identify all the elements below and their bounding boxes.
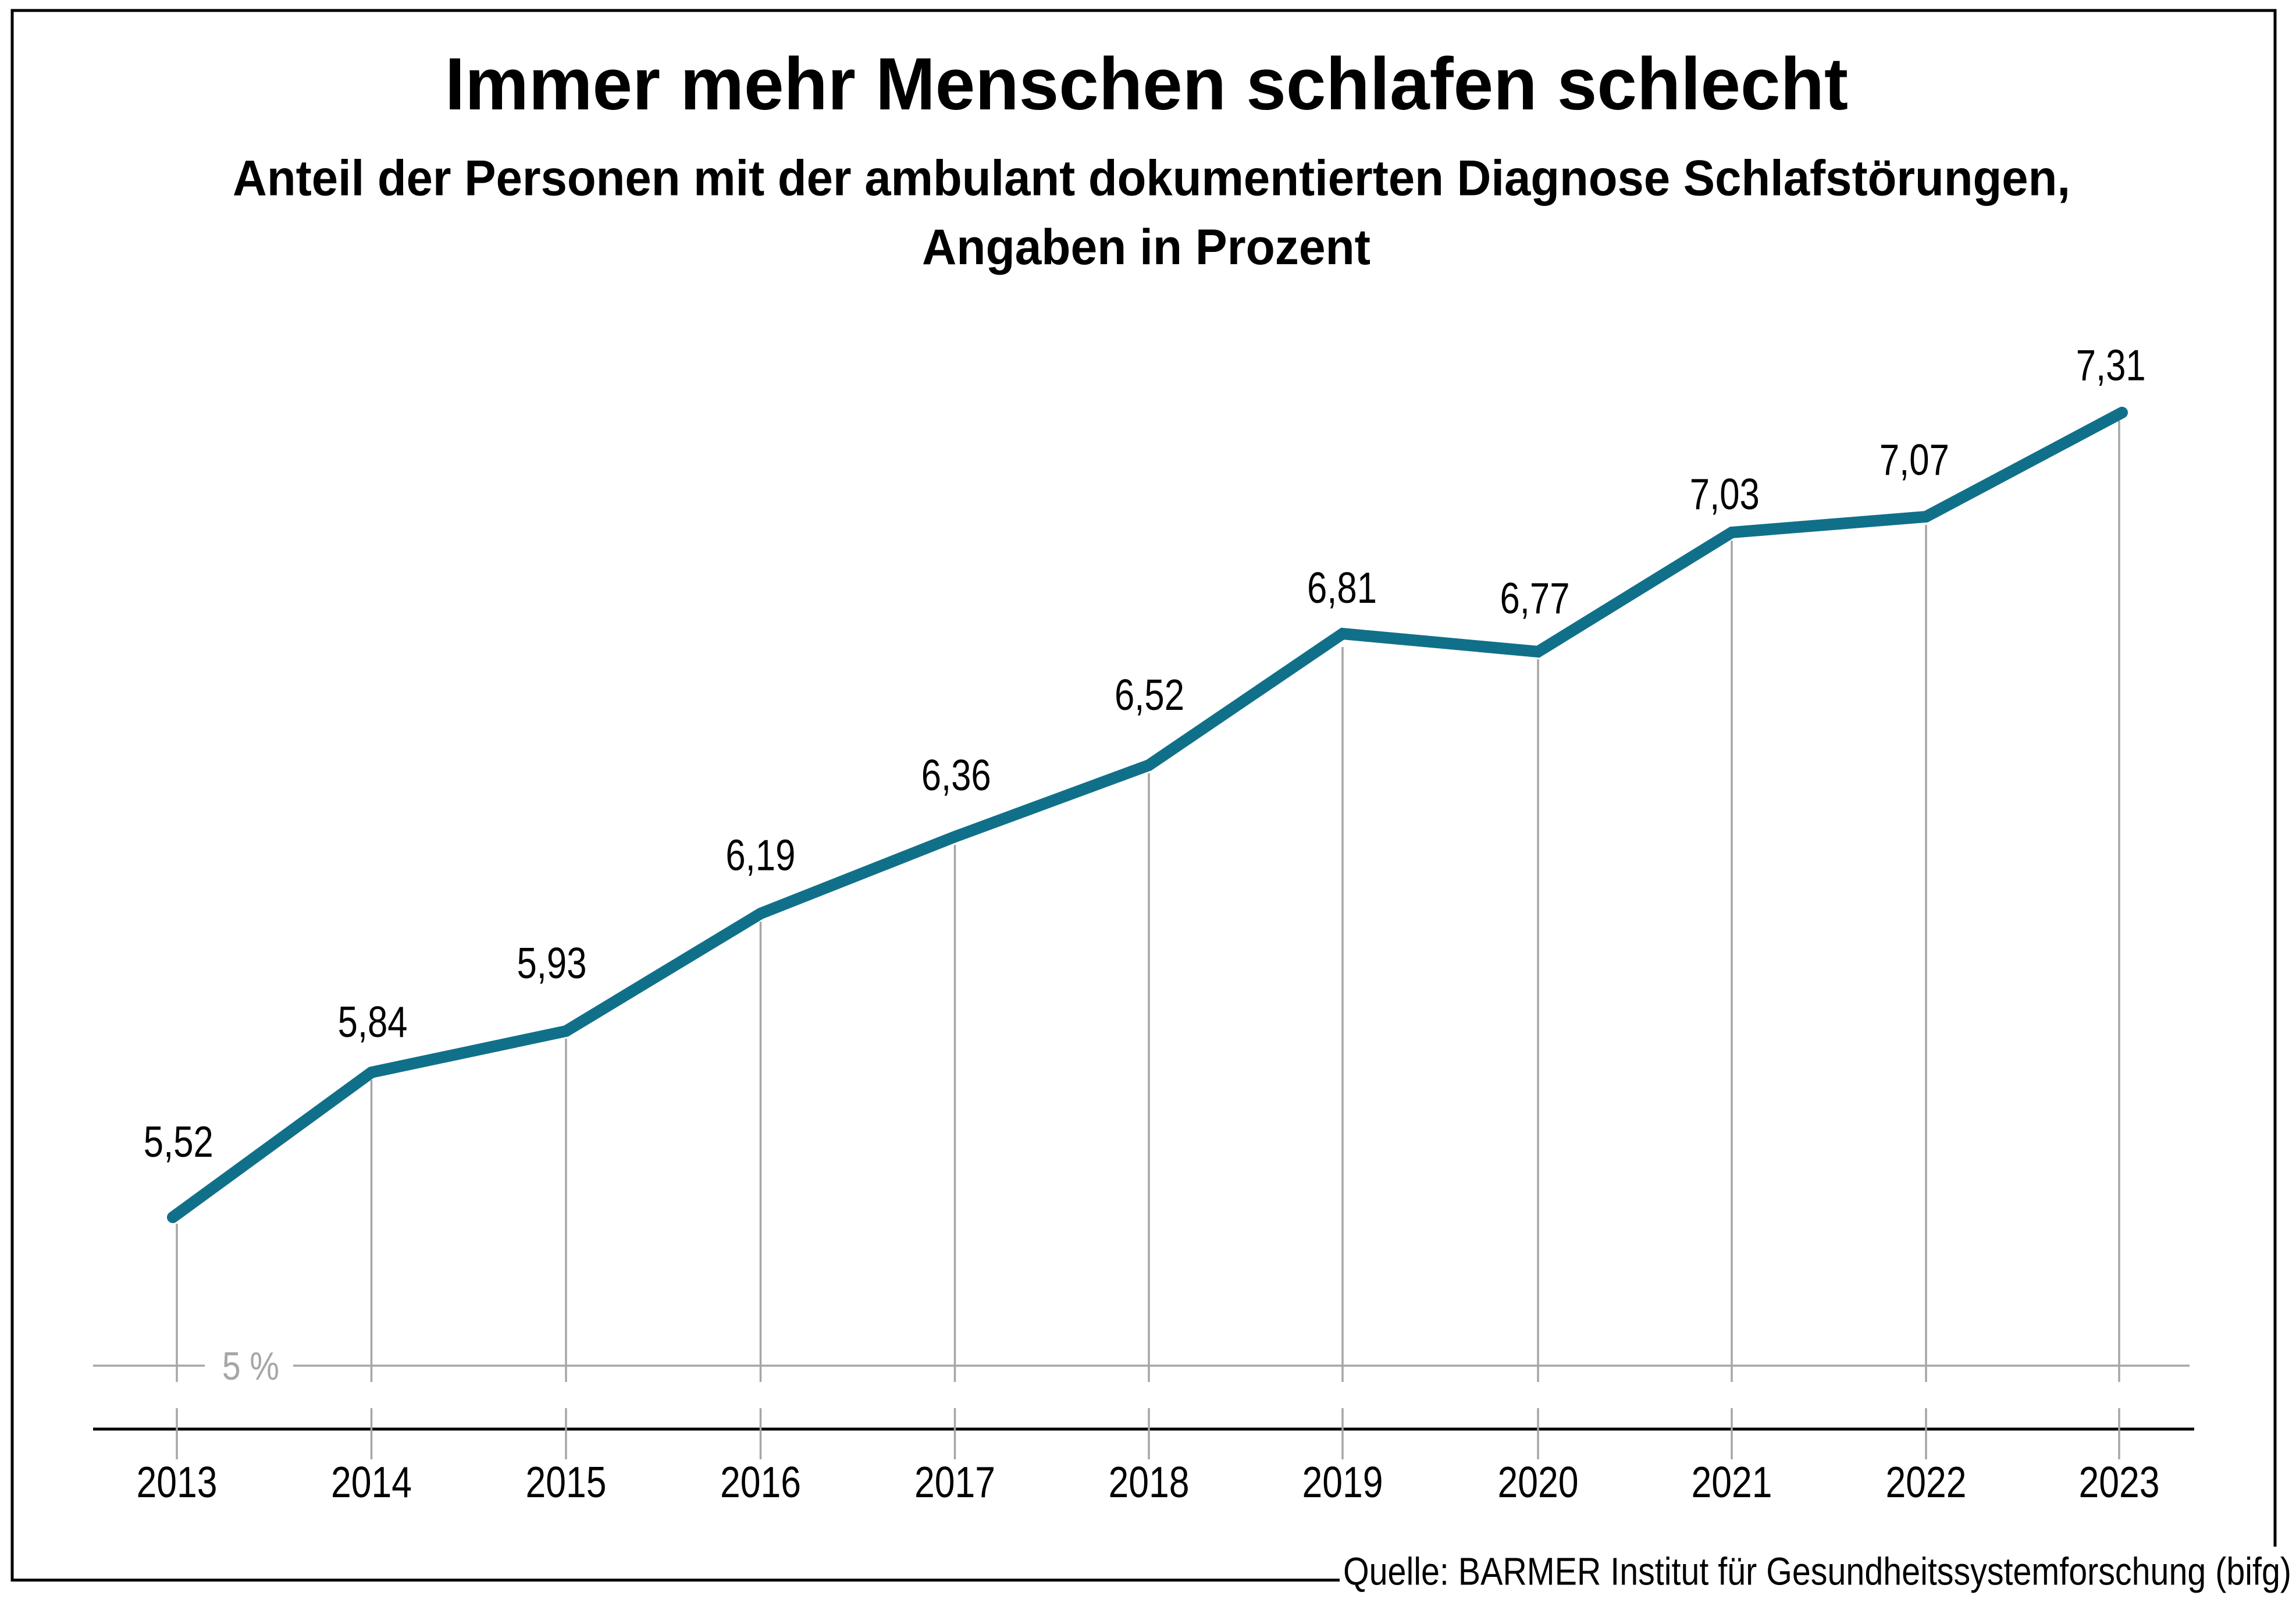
svg-text:6,52: 6,52 [1115,670,1184,719]
svg-text:2017: 2017 [914,1458,995,1506]
svg-text:5,84: 5,84 [338,997,408,1046]
svg-text:2021: 2021 [1692,1458,1772,1506]
svg-text:7,07: 7,07 [1879,435,1949,484]
svg-text:6,77: 6,77 [1500,574,1570,623]
svg-text:2019: 2019 [1302,1458,1383,1506]
svg-text:6,81: 6,81 [1307,563,1377,612]
svg-text:6,19: 6,19 [725,831,795,880]
svg-text:2016: 2016 [720,1458,801,1506]
svg-text:5 %: 5 % [222,1344,279,1388]
svg-text:2020: 2020 [1498,1458,1579,1506]
svg-text:Quelle: BARMER Institut für Ge: Quelle: BARMER Institut für Gesundheitss… [1343,1550,2291,1594]
svg-text:5,52: 5,52 [144,1117,213,1166]
svg-text:2013: 2013 [137,1458,218,1506]
svg-text:5,93: 5,93 [517,939,587,987]
svg-text:7,03: 7,03 [1690,470,1760,518]
svg-text:2022: 2022 [1886,1458,1967,1506]
svg-text:Anteil der Personen mit der am: Anteil der Personen mit der ambulant dok… [233,151,2070,207]
svg-text:2015: 2015 [526,1458,607,1506]
svg-text:6,36: 6,36 [921,751,991,800]
svg-text:7,31: 7,31 [2076,340,2146,389]
svg-text:2014: 2014 [331,1458,412,1506]
svg-text:2018: 2018 [1109,1458,1190,1506]
svg-text:Angaben in Prozent: Angaben in Prozent [922,219,1371,275]
svg-text:Immer mehr Menschen schlafen s: Immer mehr Menschen schlafen schlecht [445,42,1848,125]
svg-text:2023: 2023 [2079,1458,2160,1506]
